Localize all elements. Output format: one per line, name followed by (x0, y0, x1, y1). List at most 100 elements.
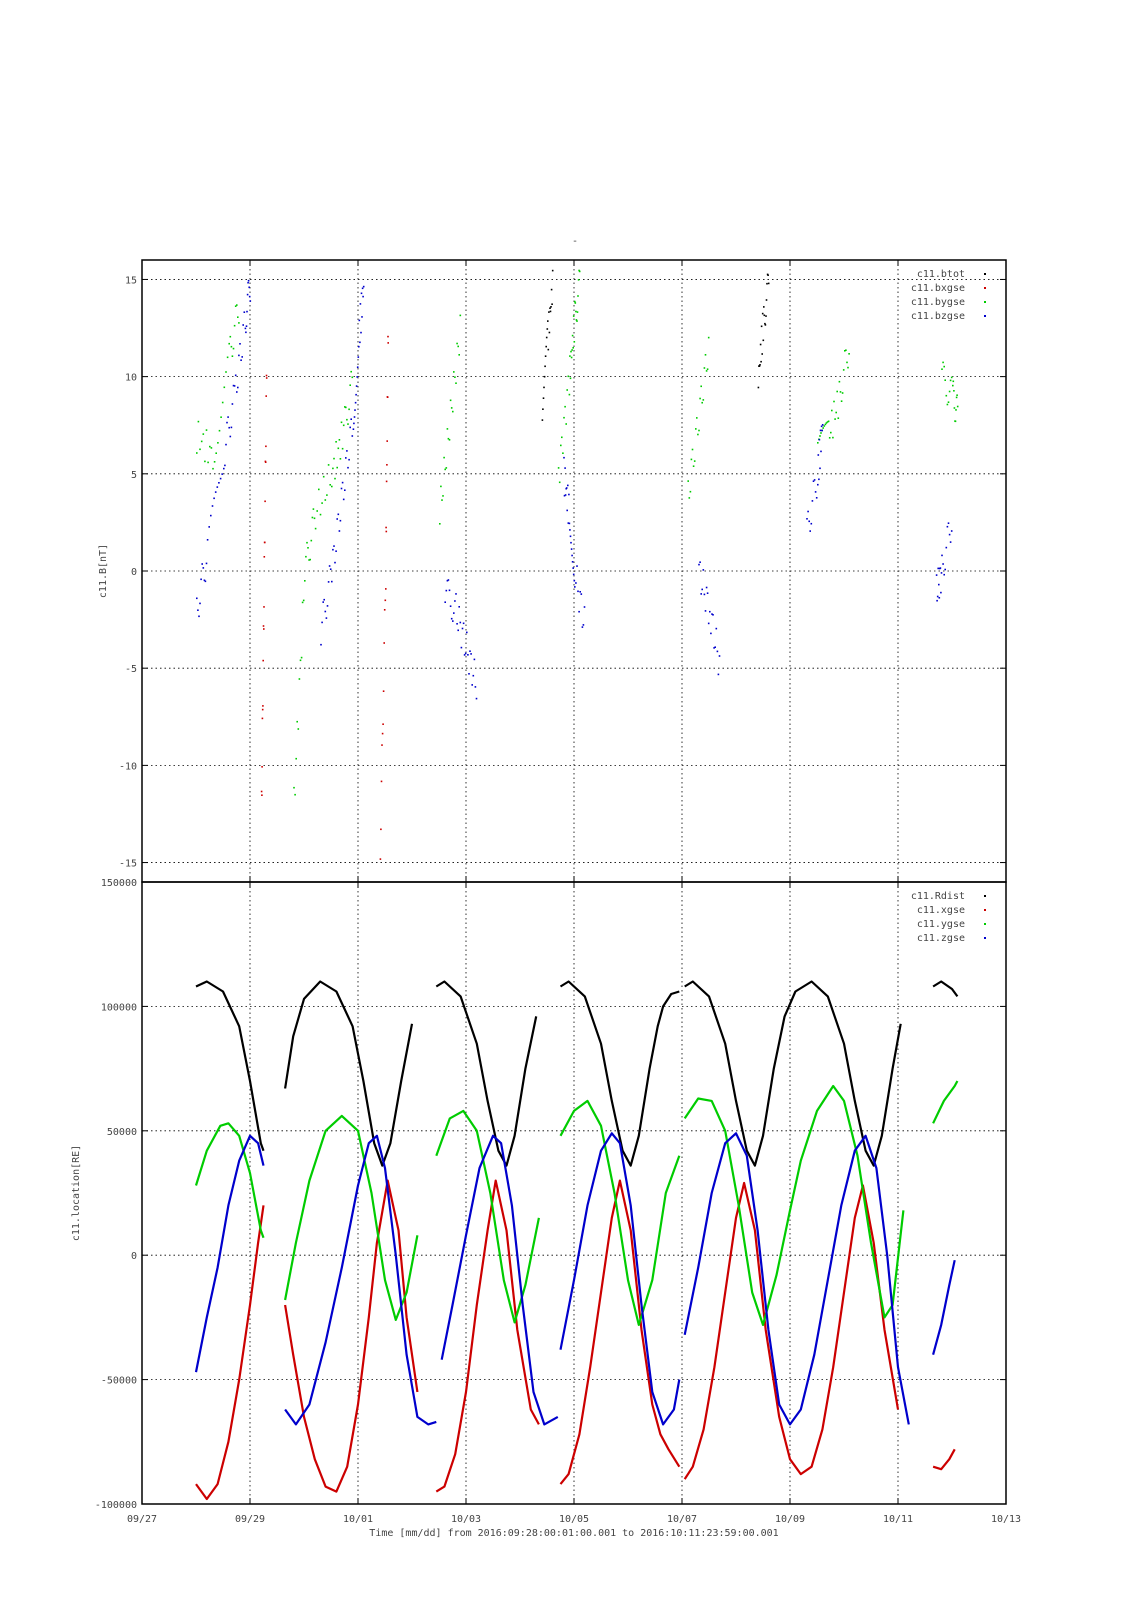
y-tick-label: 5 (131, 470, 137, 481)
data-point (954, 420, 957, 423)
data-point (952, 380, 955, 383)
data-point (445, 589, 448, 592)
data-point (574, 302, 577, 304)
data-point (234, 374, 237, 377)
data-point (578, 610, 580, 613)
data-point (320, 643, 322, 646)
y-tick-label: -15 (119, 859, 137, 870)
data-point (575, 319, 578, 321)
data-point (452, 620, 454, 622)
data-point (761, 353, 763, 355)
data-point (213, 461, 216, 463)
data-point (299, 659, 302, 662)
data-point (335, 550, 337, 552)
data-point (947, 522, 950, 524)
data-point (704, 610, 707, 612)
data-point (233, 385, 236, 387)
data-point (265, 377, 268, 379)
data-point (202, 567, 205, 569)
data-point (327, 464, 330, 466)
data-point (844, 350, 846, 352)
data-point (302, 599, 305, 602)
data-point (547, 348, 550, 351)
data-point (701, 588, 703, 591)
data-point (380, 780, 383, 783)
data-point (244, 327, 247, 330)
data-point (450, 407, 453, 409)
data-point (815, 497, 818, 499)
data-point (840, 400, 843, 402)
data-point (448, 439, 451, 441)
data-point (814, 491, 817, 493)
data-point (245, 331, 247, 334)
data-point (342, 424, 345, 427)
data-point (560, 444, 562, 447)
data-point (248, 295, 251, 298)
data-point (693, 460, 696, 462)
data-point (360, 292, 363, 295)
x-tick-label: 10/01 (343, 1514, 373, 1525)
data-point (707, 336, 710, 339)
legend-b: c11.btot c11.bxgse c11.bygse c11.bzgse (911, 269, 986, 322)
data-point (765, 315, 767, 317)
data-point (471, 684, 473, 686)
data-point (332, 548, 334, 551)
data-point (265, 395, 267, 397)
legend-swatch (984, 301, 986, 303)
data-point (338, 439, 341, 441)
data-point (231, 355, 234, 357)
data-point (381, 732, 384, 735)
data-point (198, 615, 200, 618)
data-point (558, 481, 561, 484)
data-point (550, 306, 552, 308)
data-point (570, 541, 572, 544)
series-line (559, 1099, 681, 1326)
data-point (210, 447, 213, 449)
data-point (230, 345, 233, 348)
data-point (249, 300, 252, 302)
y-tick-label: -100000 (95, 1500, 137, 1511)
data-point (236, 304, 238, 306)
data-point (466, 631, 468, 634)
series-c11-bzgse (196, 279, 953, 700)
data-point (361, 316, 363, 318)
data-point (817, 442, 819, 444)
data-point (548, 311, 550, 313)
series-line (932, 1259, 956, 1355)
data-point (346, 418, 348, 421)
data-point (321, 621, 323, 624)
data-point (567, 375, 570, 378)
location-panel: 150000 100000 50000 0 -50000 -100000 c11.loca… (71, 878, 1007, 1511)
data-point (353, 416, 356, 418)
data-point (445, 467, 448, 469)
series-line (195, 980, 265, 1152)
data-point (333, 457, 335, 460)
data-point (706, 368, 709, 370)
data-point (545, 336, 548, 339)
series-line (284, 1134, 437, 1426)
series-line (194, 1134, 265, 1373)
data-point (548, 331, 551, 334)
data-point (359, 303, 362, 305)
data-point (224, 464, 226, 467)
series-line (684, 980, 902, 1167)
data-point (333, 545, 335, 547)
data-point (359, 341, 361, 344)
data-point (205, 562, 208, 565)
data-point (262, 625, 265, 627)
data-point (715, 627, 718, 630)
legend-swatch (984, 937, 986, 939)
data-point (820, 432, 822, 434)
data-point (344, 489, 346, 491)
data-point (442, 495, 444, 497)
plot-area-location (194, 980, 959, 1501)
data-point (821, 429, 823, 432)
data-point (206, 539, 209, 541)
data-point (321, 502, 323, 504)
data-point (313, 517, 316, 520)
data-point (247, 279, 250, 282)
data-point (952, 384, 954, 387)
data-point (808, 520, 810, 523)
data-point (713, 647, 715, 649)
data-point (339, 458, 342, 460)
